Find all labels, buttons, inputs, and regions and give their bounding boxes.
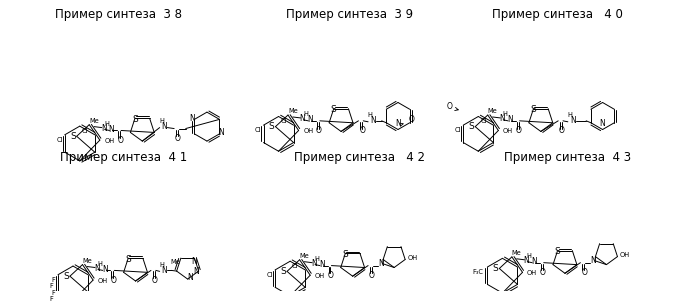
Text: Пример синтеза   4 0: Пример синтеза 4 0 — [492, 8, 623, 21]
Text: N: N — [188, 273, 193, 282]
Text: O: O — [408, 115, 415, 124]
Text: Cl: Cl — [480, 118, 487, 124]
Text: S: S — [530, 105, 536, 114]
Text: F: F — [50, 296, 53, 301]
Text: OH: OH — [98, 278, 107, 284]
Text: O: O — [559, 126, 565, 135]
Text: N: N — [600, 119, 605, 128]
Text: N: N — [370, 116, 376, 125]
Text: OH: OH — [527, 270, 537, 276]
Text: O: O — [369, 271, 375, 280]
Text: OH: OH — [315, 273, 325, 279]
Text: S: S — [343, 250, 348, 259]
Text: Пример синтеза  4 1: Пример синтеза 4 1 — [59, 151, 187, 164]
Text: N: N — [162, 266, 168, 275]
Text: H: H — [98, 261, 103, 267]
Text: Cl: Cl — [292, 263, 299, 269]
Text: H: H — [527, 253, 532, 259]
Text: OH: OH — [105, 138, 114, 144]
Text: S: S — [126, 255, 131, 264]
Text: Me: Me — [299, 253, 309, 259]
Text: N: N — [531, 257, 537, 266]
Text: N: N — [319, 260, 325, 269]
Text: OH: OH — [503, 129, 513, 135]
Text: N: N — [499, 114, 505, 123]
Text: N: N — [307, 115, 313, 124]
Text: F₃C: F₃C — [473, 269, 484, 275]
Text: OH: OH — [303, 129, 313, 135]
Text: Me: Me — [288, 108, 298, 114]
Text: F: F — [50, 283, 53, 289]
Text: O: O — [110, 275, 117, 284]
Text: O: O — [516, 126, 521, 135]
Text: Me: Me — [512, 250, 521, 256]
Text: Cl: Cl — [57, 137, 63, 143]
Text: S: S — [281, 267, 286, 276]
Text: S: S — [468, 122, 474, 131]
Text: O: O — [581, 268, 587, 277]
Text: N: N — [570, 116, 576, 125]
Text: H: H — [368, 112, 373, 118]
Text: OH: OH — [620, 252, 630, 258]
Text: OH: OH — [408, 255, 418, 261]
Text: N: N — [191, 257, 198, 266]
Text: N: N — [378, 259, 383, 268]
Text: Me: Me — [488, 108, 498, 114]
Text: Пример синтеза  3 9: Пример синтеза 3 9 — [286, 8, 413, 21]
Text: N: N — [299, 114, 305, 123]
Text: Пример синтеза  4 3: Пример синтеза 4 3 — [503, 151, 630, 164]
Text: N: N — [218, 129, 224, 137]
Text: H: H — [315, 256, 320, 262]
Text: S: S — [493, 264, 498, 273]
Text: N: N — [162, 122, 168, 131]
Text: S: S — [70, 132, 75, 141]
Text: O: O — [175, 134, 181, 143]
Text: H: H — [567, 112, 572, 118]
Text: H: H — [159, 118, 164, 124]
Text: H: H — [159, 262, 164, 268]
Text: N: N — [311, 259, 317, 268]
Text: O: O — [359, 126, 365, 135]
Text: S: S — [132, 115, 138, 124]
Text: N: N — [102, 265, 107, 274]
Text: N: N — [190, 114, 195, 123]
Text: S: S — [269, 122, 274, 131]
Text: O: O — [327, 271, 334, 280]
Text: Cl: Cl — [82, 128, 88, 134]
Text: H: H — [503, 111, 507, 117]
Text: S: S — [555, 247, 560, 256]
Text: S: S — [331, 105, 336, 114]
Text: N: N — [94, 264, 100, 273]
Text: F: F — [52, 290, 55, 296]
Text: S: S — [64, 272, 69, 281]
Text: Me: Me — [170, 259, 180, 265]
Text: N: N — [590, 256, 596, 265]
Text: N: N — [101, 124, 107, 133]
Text: Cl: Cl — [267, 272, 273, 278]
Text: N: N — [507, 115, 513, 124]
Text: Cl: Cl — [281, 118, 287, 124]
Text: N: N — [395, 119, 401, 128]
Text: Me: Me — [82, 258, 92, 264]
Text: Me: Me — [89, 118, 99, 124]
Text: O: O — [540, 268, 546, 277]
Text: Пример синтеза   4 2: Пример синтеза 4 2 — [294, 151, 425, 164]
Text: Cl: Cl — [455, 127, 461, 133]
Text: O: O — [447, 102, 452, 111]
Text: O: O — [152, 275, 158, 284]
Text: Пример синтеза  3 8: Пример синтеза 3 8 — [55, 8, 182, 21]
Text: N: N — [524, 256, 529, 265]
Text: N: N — [109, 125, 114, 134]
Text: O: O — [117, 136, 123, 144]
Text: H: H — [303, 111, 308, 117]
Text: F: F — [52, 277, 55, 283]
Text: N: N — [193, 267, 199, 276]
Text: O: O — [316, 126, 322, 135]
Text: Cl: Cl — [255, 127, 262, 133]
Text: H: H — [104, 121, 109, 127]
